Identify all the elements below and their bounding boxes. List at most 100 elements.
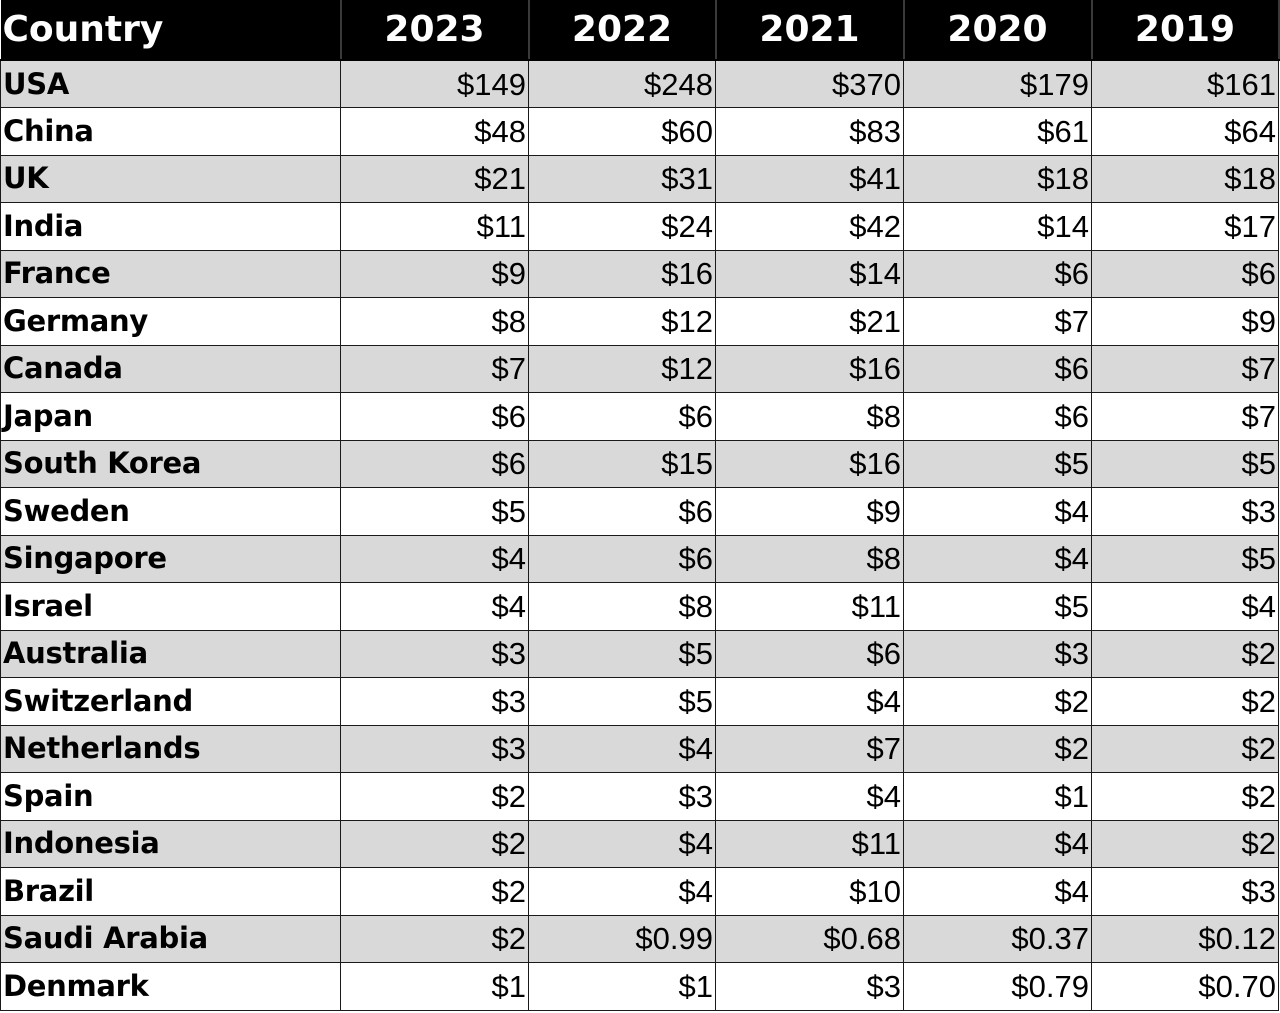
value-cell-2021: $8 (715, 534, 904, 583)
value-cell-2022: $5 (528, 629, 716, 678)
value-cell-2023: $3 (340, 677, 529, 726)
value-cell-2022: $6 (528, 534, 716, 583)
table-row: Canada $7 $12 $16 $6 $7 (0, 344, 1279, 393)
country-cell: China (0, 107, 341, 156)
value-cell-2022: $1 (528, 962, 716, 1011)
value-cell-2021: $6 (715, 629, 904, 678)
value-cell-2020: $18 (903, 154, 1092, 203)
table-row: Indonesia $2 $4 $11 $4 $2 (0, 819, 1279, 868)
value-cell-2023: $9 (340, 249, 529, 298)
value-cell-2020: $0.79 (903, 962, 1092, 1011)
value-cell-2023: $4 (340, 582, 529, 631)
value-cell-2019: $2 (1091, 629, 1279, 678)
value-cell-2021: $16 (715, 439, 904, 488)
value-cell-2021: $41 (715, 154, 904, 203)
table-row: South Korea $6 $15 $16 $5 $5 (0, 439, 1279, 488)
value-cell-2019: $0.70 (1091, 962, 1279, 1011)
country-cell: Japan (0, 392, 341, 441)
value-cell-2020: $5 (903, 439, 1092, 488)
value-cell-2023: $48 (340, 107, 529, 156)
value-cell-2023: $5 (340, 487, 529, 536)
value-cell-2020: $4 (903, 819, 1092, 868)
value-cell-2019: $2 (1091, 677, 1279, 726)
column-header-2020: 2020 (903, 0, 1093, 61)
value-cell-2019: $2 (1091, 724, 1279, 773)
value-cell-2023: $8 (340, 297, 529, 346)
value-cell-2023: $6 (340, 392, 529, 441)
value-cell-2020: $0.37 (903, 914, 1092, 963)
value-cell-2019: $4 (1091, 582, 1279, 631)
value-cell-2022: $31 (528, 154, 716, 203)
value-cell-2022: $60 (528, 107, 716, 156)
value-cell-2022: $3 (528, 772, 716, 821)
value-cell-2022: $24 (528, 202, 716, 251)
table-row: Sweden $5 $6 $9 $4 $3 (0, 487, 1279, 536)
value-cell-2023: $2 (340, 819, 529, 868)
value-cell-2022: $12 (528, 297, 716, 346)
value-cell-2020: $4 (903, 534, 1092, 583)
value-cell-2021: $8 (715, 392, 904, 441)
value-cell-2021: $7 (715, 724, 904, 773)
value-cell-2022: $16 (528, 249, 716, 298)
country-cell: Australia (0, 629, 341, 678)
column-header-2019: 2019 (1091, 0, 1280, 61)
table-row: Denmark $1 $1 $3 $0.79 $0.70 (0, 962, 1279, 1011)
column-header-2021: 2021 (715, 0, 905, 61)
value-cell-2020: $3 (903, 629, 1092, 678)
table-header: Country 2023 2022 2021 2020 2019 (0, 0, 1280, 61)
value-cell-2019: $17 (1091, 202, 1279, 251)
table-row: Israel $4 $8 $11 $5 $4 (0, 582, 1279, 631)
value-cell-2021: $11 (715, 582, 904, 631)
table-row: Saudi Arabia $2 $0.99 $0.68 $0.37 $0.12 (0, 914, 1279, 963)
value-cell-2023: $6 (340, 439, 529, 488)
country-cell: Saudi Arabia (0, 914, 341, 963)
value-cell-2019: $5 (1091, 534, 1279, 583)
value-cell-2021: $3 (715, 962, 904, 1011)
value-cell-2023: $7 (340, 344, 529, 393)
country-cell: USA (0, 59, 341, 108)
table-row: France $9 $16 $14 $6 $6 (0, 249, 1279, 298)
country-cell: Sweden (0, 487, 341, 536)
value-cell-2021: $4 (715, 677, 904, 726)
value-cell-2020: $5 (903, 582, 1092, 631)
table-row: Germany $8 $12 $21 $7 $9 (0, 297, 1279, 346)
country-cell: Brazil (0, 867, 341, 916)
value-cell-2021: $14 (715, 249, 904, 298)
value-cell-2021: $16 (715, 344, 904, 393)
value-cell-2022: $8 (528, 582, 716, 631)
value-cell-2019: $161 (1091, 59, 1279, 108)
value-cell-2019: $0.12 (1091, 914, 1279, 963)
table-row: USA $149 $248 $370 $179 $161 (0, 59, 1279, 108)
table-row: Brazil $2 $4 $10 $4 $3 (0, 867, 1279, 916)
value-cell-2019: $2 (1091, 819, 1279, 868)
country-cell: Denmark (0, 962, 341, 1011)
table-row: UK $21 $31 $41 $18 $18 (0, 154, 1279, 203)
country-cell: India (0, 202, 341, 251)
country-cell: UK (0, 154, 341, 203)
value-cell-2023: $21 (340, 154, 529, 203)
value-cell-2019: $5 (1091, 439, 1279, 488)
value-cell-2020: $61 (903, 107, 1092, 156)
value-cell-2020: $6 (903, 344, 1092, 393)
value-cell-2020: $2 (903, 724, 1092, 773)
value-cell-2022: $0.99 (528, 914, 716, 963)
value-cell-2022: $15 (528, 439, 716, 488)
value-cell-2020: $179 (903, 59, 1092, 108)
value-cell-2023: $2 (340, 772, 529, 821)
value-cell-2022: $6 (528, 392, 716, 441)
table-row: Spain $2 $3 $4 $1 $2 (0, 772, 1279, 821)
value-cell-2020: $4 (903, 867, 1092, 916)
country-cell: Singapore (0, 534, 341, 583)
value-cell-2020: $6 (903, 392, 1092, 441)
value-cell-2020: $7 (903, 297, 1092, 346)
value-cell-2019: $18 (1091, 154, 1279, 203)
column-header-2022: 2022 (528, 0, 717, 61)
value-cell-2021: $42 (715, 202, 904, 251)
value-cell-2020: $4 (903, 487, 1092, 536)
country-cell: Germany (0, 297, 341, 346)
value-cell-2019: $3 (1091, 867, 1279, 916)
value-cell-2021: $10 (715, 867, 904, 916)
value-cell-2021: $83 (715, 107, 904, 156)
value-cell-2020: $14 (903, 202, 1092, 251)
value-cell-2021: $370 (715, 59, 904, 108)
